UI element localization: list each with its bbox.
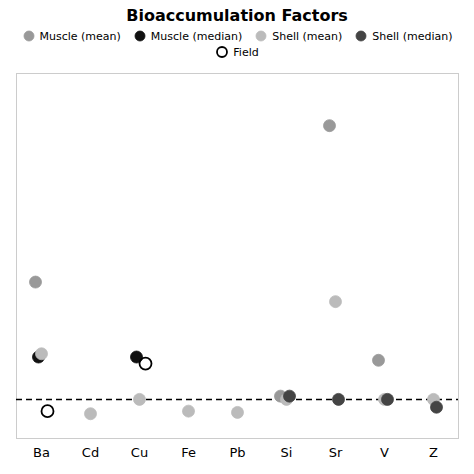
svg-text:Z: Z <box>429 445 438 460</box>
svg-text:Ba: Ba <box>33 445 50 460</box>
html-text:Muscle (median): Muscle (median) <box>150 29 243 43</box>
svg-text:V: V <box>380 445 389 460</box>
svg-text:Pb: Pb <box>229 445 245 460</box>
svg-text:Cu: Cu <box>131 445 148 460</box>
html-text:Shell (mean): Shell (mean) <box>272 29 343 43</box>
html-text:Bioaccumulation Factors: Bioaccumulation Factors <box>126 6 348 25</box>
svg-text:Fe: Fe <box>181 445 196 460</box>
svg-text:Sr: Sr <box>329 445 343 460</box>
html-text:Shell (median): Shell (median) <box>372 29 453 43</box>
html-text:Muscle (mean): Muscle (mean) <box>39 29 121 43</box>
svg-text:Cd: Cd <box>82 445 99 460</box>
svg-text:Si: Si <box>281 445 293 460</box>
html-text:Field: Field <box>233 45 259 59</box>
